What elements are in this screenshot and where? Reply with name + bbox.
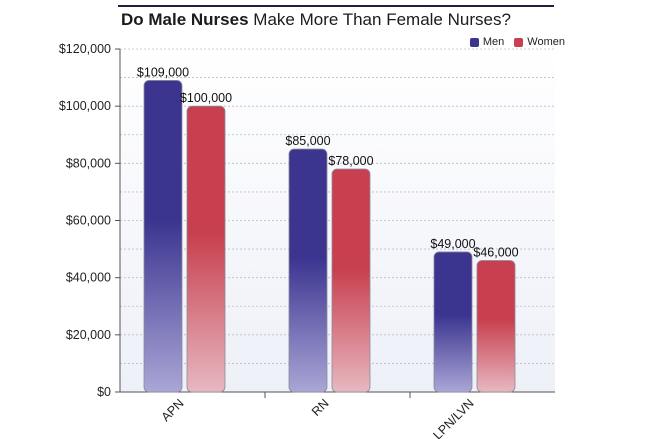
bar-women-lpn-lvn bbox=[476, 260, 516, 393]
bar-women-rn bbox=[331, 168, 371, 393]
y-tick-label: $120,000 bbox=[59, 42, 111, 56]
chart-title: Do Male Nurses Make More Than Female Nur… bbox=[121, 10, 511, 30]
legend-item-women: Women bbox=[514, 36, 565, 48]
x-tick-label: APN bbox=[159, 396, 187, 424]
y-tick-label: $100,000 bbox=[59, 99, 111, 113]
x-tick-label: RN bbox=[309, 396, 332, 419]
legend-swatch-women bbox=[514, 37, 524, 47]
legend-item-men: Men bbox=[469, 36, 505, 48]
bar-men-lpn-lvn bbox=[433, 251, 473, 393]
data-label: $49,000 bbox=[430, 237, 475, 251]
y-tick-label: $40,000 bbox=[66, 271, 111, 285]
y-tick-label: $20,000 bbox=[66, 328, 111, 342]
data-label: $85,000 bbox=[285, 134, 330, 148]
data-label: $109,000 bbox=[137, 65, 189, 79]
title-rule bbox=[118, 5, 554, 7]
bar-men-rn bbox=[288, 148, 328, 393]
y-tick-label: $80,000 bbox=[66, 156, 111, 170]
bar-women-apn bbox=[186, 105, 226, 393]
chart-legend: Men Women bbox=[469, 36, 565, 48]
y-tick-label: $0 bbox=[97, 385, 111, 399]
data-label: $100,000 bbox=[180, 91, 232, 105]
legend-label-women: Women bbox=[527, 36, 565, 48]
data-label: $78,000 bbox=[328, 154, 373, 168]
y-tick-label: $60,000 bbox=[66, 214, 111, 228]
legend-label-men: Men bbox=[482, 36, 505, 48]
data-label: $46,000 bbox=[473, 246, 518, 260]
chart-title-bold: Do Male Nurses bbox=[121, 10, 249, 29]
legend-swatch-men bbox=[469, 37, 479, 47]
chart-title-rest: Make More Than Female Nurses? bbox=[253, 10, 511, 29]
bar-men-apn bbox=[143, 80, 183, 393]
x-tick-label: LPN/LVN bbox=[431, 396, 477, 439]
